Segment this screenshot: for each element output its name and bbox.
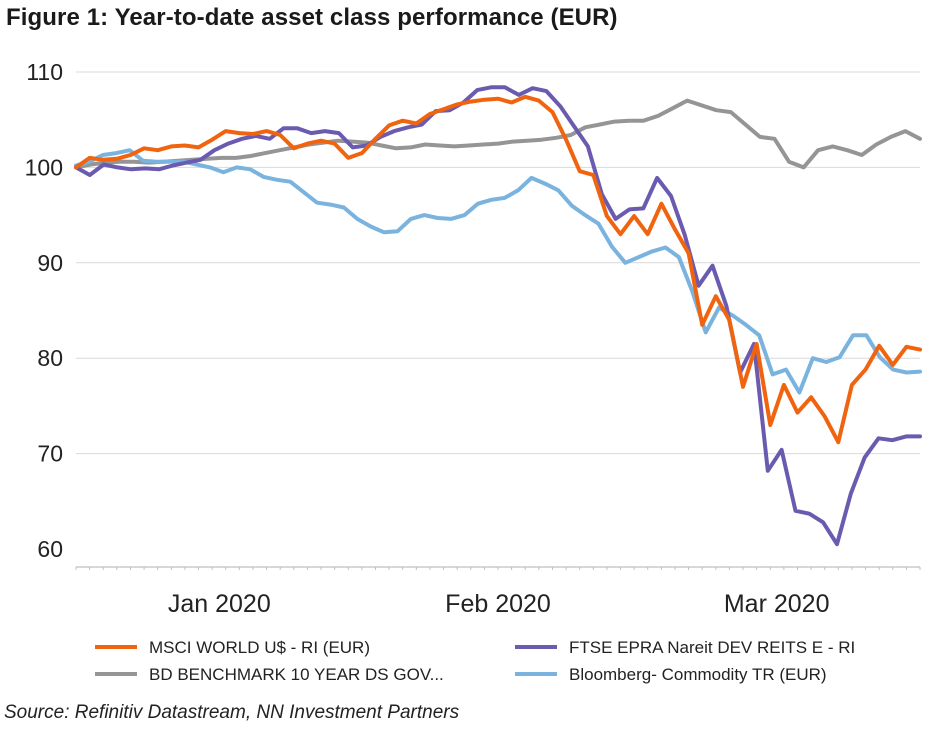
line-chart: 60 70 80 90 100 110 Jan 2020 Feb 2020 Mar 2020 M… <box>25 59 922 684</box>
y-tick-label: 110 <box>26 59 63 85</box>
legend-label-bloomberg: Bloomberg- Commodity TR (EUR) <box>569 665 827 684</box>
legend-label-msci: MSCI WORLD U$ - RI (EUR) <box>149 638 370 657</box>
y-tick-label: 60 <box>37 536 63 562</box>
y-tick-label: 100 <box>25 154 63 180</box>
axis-layer: 60 70 80 90 100 110 Jan 2020 Feb 2020 Mar 2020 <box>25 59 921 618</box>
legend-label-bd: BD BENCHMARK 10 YEAR DS GOV... <box>149 665 444 684</box>
chart-title: Figure 1: Year-to-date asset class perfo… <box>6 4 618 31</box>
x-tick-label: Jan 2020 <box>168 590 271 618</box>
y-tick-label: 80 <box>37 345 63 371</box>
legend-label-ftse: FTSE EPRA Nareit DEV REITS E - RI <box>569 638 855 657</box>
y-tick-label: 70 <box>37 441 63 467</box>
source-note: Source: Refinitiv Datastream, NN Investm… <box>4 702 460 723</box>
y-tick-label: 90 <box>37 250 63 276</box>
x-tick-label: Mar 2020 <box>724 590 830 618</box>
legend: MSCI WORLD U$ - RI (EUR) FTSE EPRA Nareit… <box>95 638 855 684</box>
series-line-bd <box>74 98 922 170</box>
series-layer <box>74 85 922 547</box>
grid-layer <box>76 71 920 455</box>
series-line-ftse <box>74 85 922 547</box>
series-line-bloomberg <box>74 148 922 395</box>
series-line-msci <box>74 94 922 445</box>
x-tick-label: Feb 2020 <box>445 590 551 618</box>
